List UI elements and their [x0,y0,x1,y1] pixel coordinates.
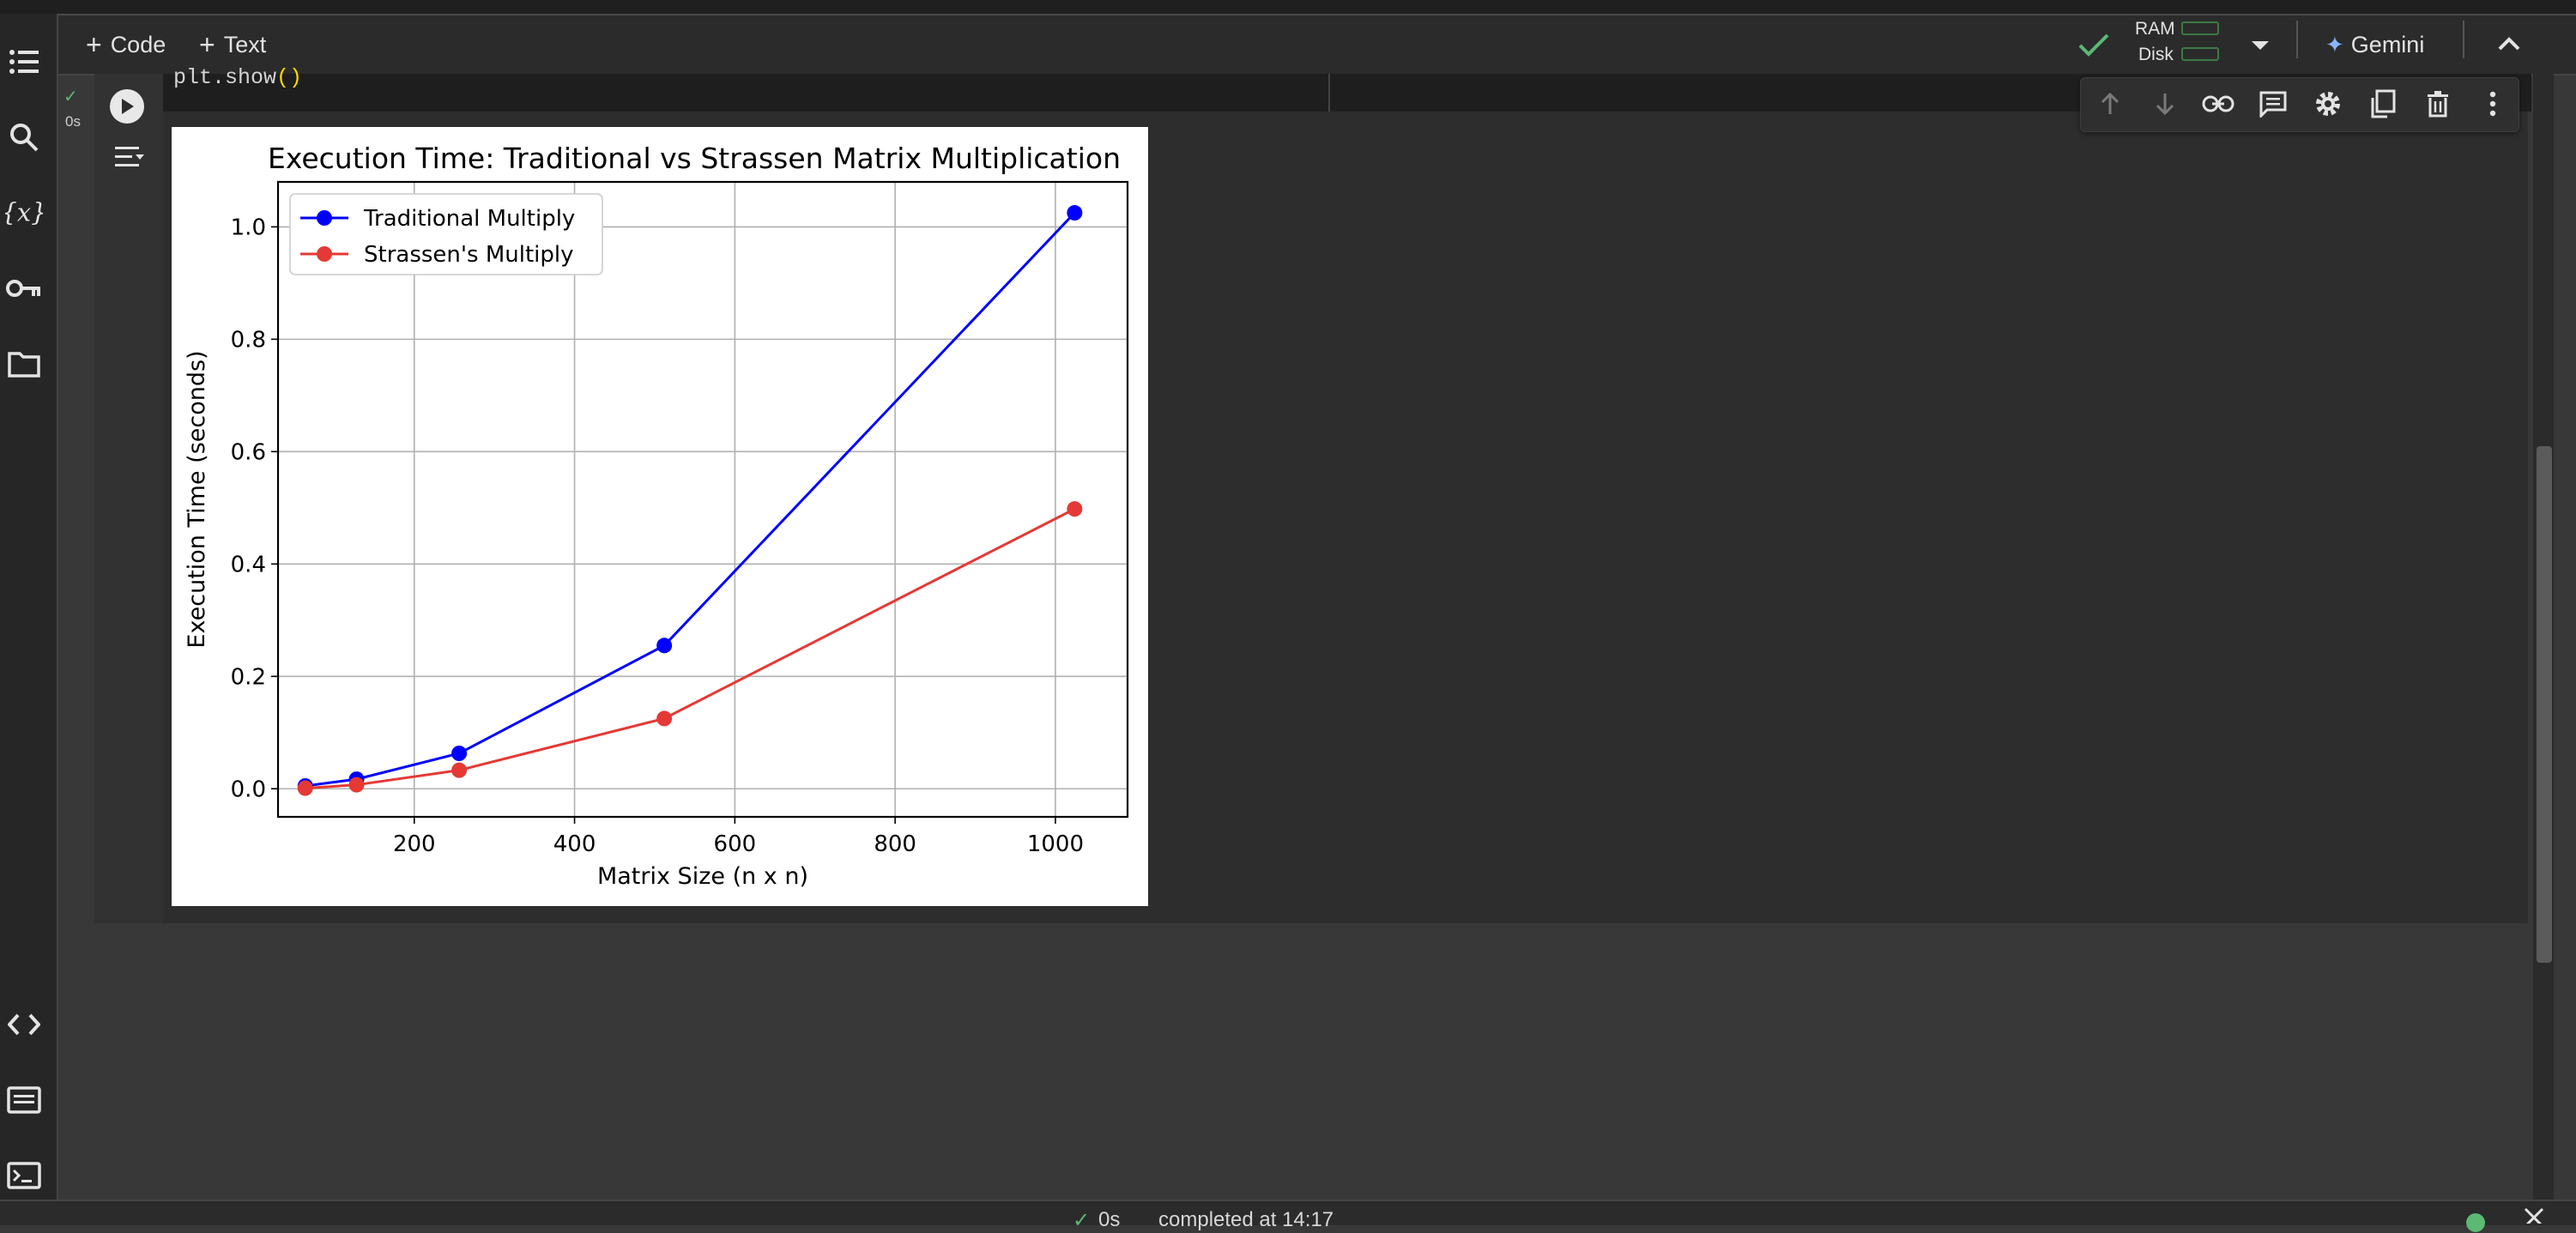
line-chart: 200 400 600 800 1000 0.0 0.2 0.4 0.6 0.8 1.0 Execu… [184,142,1129,890]
legend-marker [317,210,332,226]
series-line-0 [305,211,1076,788]
legend-box [289,193,603,275]
data-point [1067,205,1083,221]
connection-status-dot [2466,1213,2485,1232]
x-tick-label: 400 [553,831,596,857]
chart-output: 200 400 600 800 1000 0.0 0.2 0.4 0.6 0.8 1.0 Execu… [172,127,1148,906]
window-top-strip [0,0,2576,15]
add-code-button[interactable]: + Code [86,27,166,62]
link-icon[interactable] [2200,86,2236,122]
collapse-toolbar-icon[interactable] [2494,29,2525,58]
add-text-label: Text [223,31,267,57]
disk-usage-bar [2181,47,2219,61]
more-vert-icon[interactable] [2475,86,2511,122]
command-palette-icon[interactable] [5,1081,43,1119]
delete-icon[interactable] [2420,86,2456,122]
data-point [656,638,673,654]
add-text-button[interactable]: + Text [199,27,266,62]
plus-icon: + [86,28,102,60]
code-snippets-icon[interactable] [5,1006,43,1043]
legend-label: Traditional Multiply [363,206,575,232]
run-cell-button[interactable] [110,89,144,124]
secrets-key-icon[interactable] [5,269,43,307]
data-point [451,762,468,778]
settings-icon[interactable] [2310,86,2346,122]
y-axis-label: Execution Time (seconds) [184,350,210,648]
data-point [297,780,313,796]
y-tick-label: 0.2 [231,664,266,690]
comment-icon[interactable] [2255,86,2291,122]
y-tick-label: 0.6 [231,439,266,465]
legend-label: Strassen's Multiply [364,242,574,268]
close-status-icon[interactable] [2521,1205,2547,1224]
y-tick-label: 1.0 [231,215,266,240]
move-down-icon[interactable] [2147,86,2183,122]
status-bar [0,1200,2576,1225]
svg-text:{x}: {x} [5,198,43,227]
series-line-1 [305,507,1076,790]
toolbar-separator [2296,21,2298,58]
table-of-contents-icon[interactable] [5,43,43,81]
status-check-icon: ✓ [1073,1209,1091,1232]
data-point [451,746,468,761]
legend-marker [317,246,332,262]
status-elapsed: 0s [1098,1208,1121,1231]
move-up-icon[interactable] [2092,86,2128,122]
exec-time: 0s [65,113,81,130]
plot-frame [276,180,1129,819]
add-code-label: Code [110,31,166,57]
code-line[interactable]: plt.show() [173,65,302,90]
y-tick-label: 0.0 [231,777,266,802]
gemini-sparkle-icon: ✦ [2325,31,2344,57]
plus-icon: + [199,28,215,60]
data-point [1067,501,1083,517]
data-point [656,710,673,727]
resources-dropdown-icon[interactable] [2246,33,2274,57]
x-tick-label: 600 [714,831,757,857]
output-actions-icon[interactable] [112,141,146,175]
mirror-cell-icon[interactable] [2365,86,2401,122]
y-tick-label: 0.8 [231,327,266,353]
variables-icon[interactable]: {x} [5,194,43,232]
play-icon [122,99,134,114]
x-tick-label: 1000 [1027,831,1084,857]
terminal-icon[interactable] [5,1157,43,1194]
gemini-button[interactable]: ✦ Gemini [2325,27,2424,62]
code-text: plt.show [173,65,277,90]
disk-label: Disk [2138,45,2174,64]
status-completed: completed at 14:17 [1158,1208,1334,1231]
left-sidebar: {x} [0,14,58,1200]
x-axis-label: Matrix Size (n x n) [597,863,808,890]
ram-usage-bar [2181,21,2219,35]
data-point [348,777,365,793]
ram-label: RAM [2135,19,2175,39]
x-tick-label: 800 [874,831,916,857]
editor-ruler [1328,74,1330,112]
search-icon[interactable] [5,118,43,156]
x-tick-label: 200 [393,831,436,857]
toolbar-separator [2463,21,2464,58]
cell-gutter [94,74,163,923]
exec-success-icon: ✓ [63,88,78,106]
chart-title: Execution Time: Traditional vs Strassen … [268,142,1121,175]
y-tick-label: 0.4 [231,552,266,577]
connected-check-icon[interactable] [2075,27,2113,62]
gemini-label: Gemini [2350,31,2425,57]
scrollbar-thumb[interactable] [2537,446,2552,963]
code-parens: () [276,65,303,90]
files-folder-icon[interactable] [5,345,43,383]
